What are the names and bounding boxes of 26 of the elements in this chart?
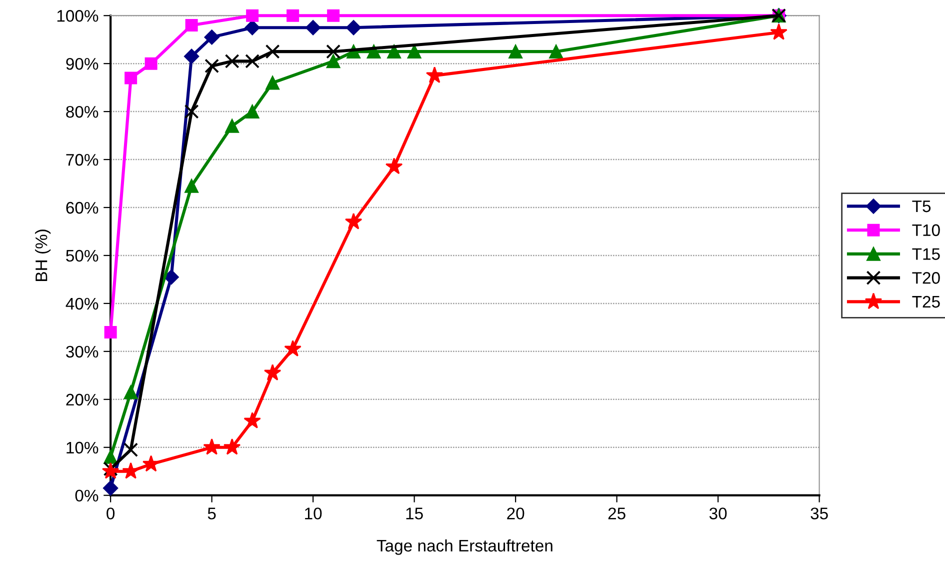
x-tick-label: 0 bbox=[106, 508, 115, 520]
y-tick-label: 90% bbox=[66, 58, 98, 70]
legend-label: T25 bbox=[912, 296, 940, 308]
legend-label: T20 bbox=[912, 272, 940, 284]
x-tick-label: 15 bbox=[406, 508, 423, 520]
x-tick-label: 10 bbox=[305, 508, 322, 520]
x-tick-label: 25 bbox=[608, 508, 626, 520]
x-tick-label: 30 bbox=[709, 508, 727, 520]
y-tick-label: 70% bbox=[66, 154, 98, 166]
x-axis-title: Tage nach Erstauftreten bbox=[376, 539, 552, 555]
y-tick-label: 10% bbox=[66, 442, 98, 454]
legend-label: T10 bbox=[912, 224, 940, 236]
y-tick-label: 100% bbox=[57, 10, 98, 22]
legend-label: T15 bbox=[912, 248, 940, 260]
y-axis-title: BH (%) bbox=[35, 230, 51, 281]
y-tick-label: 40% bbox=[66, 298, 98, 310]
x-tick-label: 20 bbox=[507, 508, 524, 520]
y-tick-label: 60% bbox=[66, 202, 98, 214]
y-tick-label: 30% bbox=[66, 346, 98, 358]
legend-label: T5 bbox=[912, 200, 931, 212]
x-tick-label: 35 bbox=[810, 508, 828, 520]
y-tick-label: 20% bbox=[66, 394, 98, 406]
y-tick-label: 0% bbox=[75, 490, 98, 502]
y-tick-label: 80% bbox=[66, 106, 98, 118]
y-tick-label: 50% bbox=[66, 250, 98, 262]
x-tick-label: 5 bbox=[208, 508, 216, 520]
